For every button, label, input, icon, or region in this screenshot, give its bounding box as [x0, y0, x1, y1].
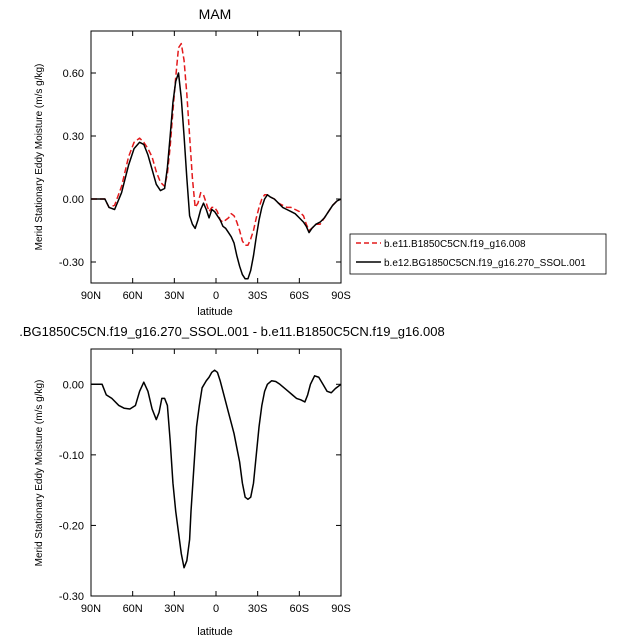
bottom-x-tick-label: 30S	[248, 603, 268, 615]
legend-box	[349, 233, 607, 275]
bottom-x-tick-label: 0	[213, 603, 219, 615]
top-y-axis-label: Merid Stationary Eddy Moisture (m/s g/kg…	[34, 64, 45, 251]
top-x-tick-label: 30N	[164, 290, 184, 302]
bottom-x-tick-label: 90S	[331, 603, 351, 615]
legend-label-series-1: b.e11.B1850C5CN.f19_g16.008	[384, 239, 526, 250]
bottom-y-tick-label: 0.00	[63, 379, 84, 391]
top-series-line-2	[91, 72, 342, 280]
bottom-x-tick-label: 60N	[123, 603, 143, 615]
bottom-series-line-1	[91, 369, 342, 569]
top-x-tick-label: 0	[213, 290, 219, 302]
bottom-x-tick-label: 90N	[81, 603, 101, 615]
bottom-chart-title: .BG1850C5CN.f19_g16.270_SSOL.001 - b.e11…	[19, 324, 444, 339]
bottom-x-tick-label: 60S	[290, 603, 310, 615]
bottom-x-tick-label: 30N	[164, 603, 184, 615]
top-panel: MAM 90N 60N 30N 0 30S 60S 90S -0.30 0.00 0.30 0.6…	[34, 6, 351, 318]
legend-label-series-2: b.e12.BG1850C5CN.f19_g16.270_SSOL.001	[384, 258, 586, 269]
top-y-tick-label: 0.00	[63, 194, 84, 206]
bottom-y-axis-label: Merid Stationary Eddy Moisture (m/s g/kg…	[34, 380, 45, 567]
bottom-x-axis-label: latitude	[197, 626, 232, 638]
top-x-tick-label: 90N	[81, 290, 101, 302]
top-y-tick-label: 0.60	[63, 68, 84, 80]
bottom-y-tick-label: -0.30	[59, 591, 84, 603]
top-y-axis: -0.30 0.00 0.30 0.60	[59, 68, 341, 269]
top-series-line-1	[91, 42, 342, 246]
top-x-tick-label: 30S	[248, 290, 268, 302]
top-chart-title: MAM	[199, 6, 232, 22]
bottom-x-axis: 90N 60N 30N 0 30S 60S 90S	[81, 349, 351, 615]
top-y-tick-label: 0.30	[63, 131, 84, 143]
bottom-panel: .BG1850C5CN.f19_g16.270_SSOL.001 - b.e11…	[19, 324, 444, 638]
top-x-tick-label: 60S	[290, 290, 310, 302]
legend: b.e11.B1850C5CN.f19_g16.008 b.e12.BG1850…	[349, 233, 607, 275]
top-plot-area	[91, 42, 342, 280]
bottom-y-tick-label: -0.20	[59, 520, 84, 532]
top-x-axis: 90N 60N 30N 0 30S 60S 90S	[81, 31, 351, 302]
bottom-plot-area	[91, 369, 342, 569]
bottom-plot-frame	[90, 348, 342, 597]
top-x-tick-label: 60N	[123, 290, 143, 302]
bottom-y-axis: -0.30 -0.20 -0.10 0.00	[59, 379, 341, 603]
top-x-axis-label: latitude	[197, 306, 232, 318]
top-y-tick-label: -0.30	[59, 257, 84, 269]
top-plot-frame	[90, 30, 342, 284]
bottom-y-tick-label: -0.10	[59, 450, 84, 462]
top-x-tick-label: 90S	[331, 290, 351, 302]
